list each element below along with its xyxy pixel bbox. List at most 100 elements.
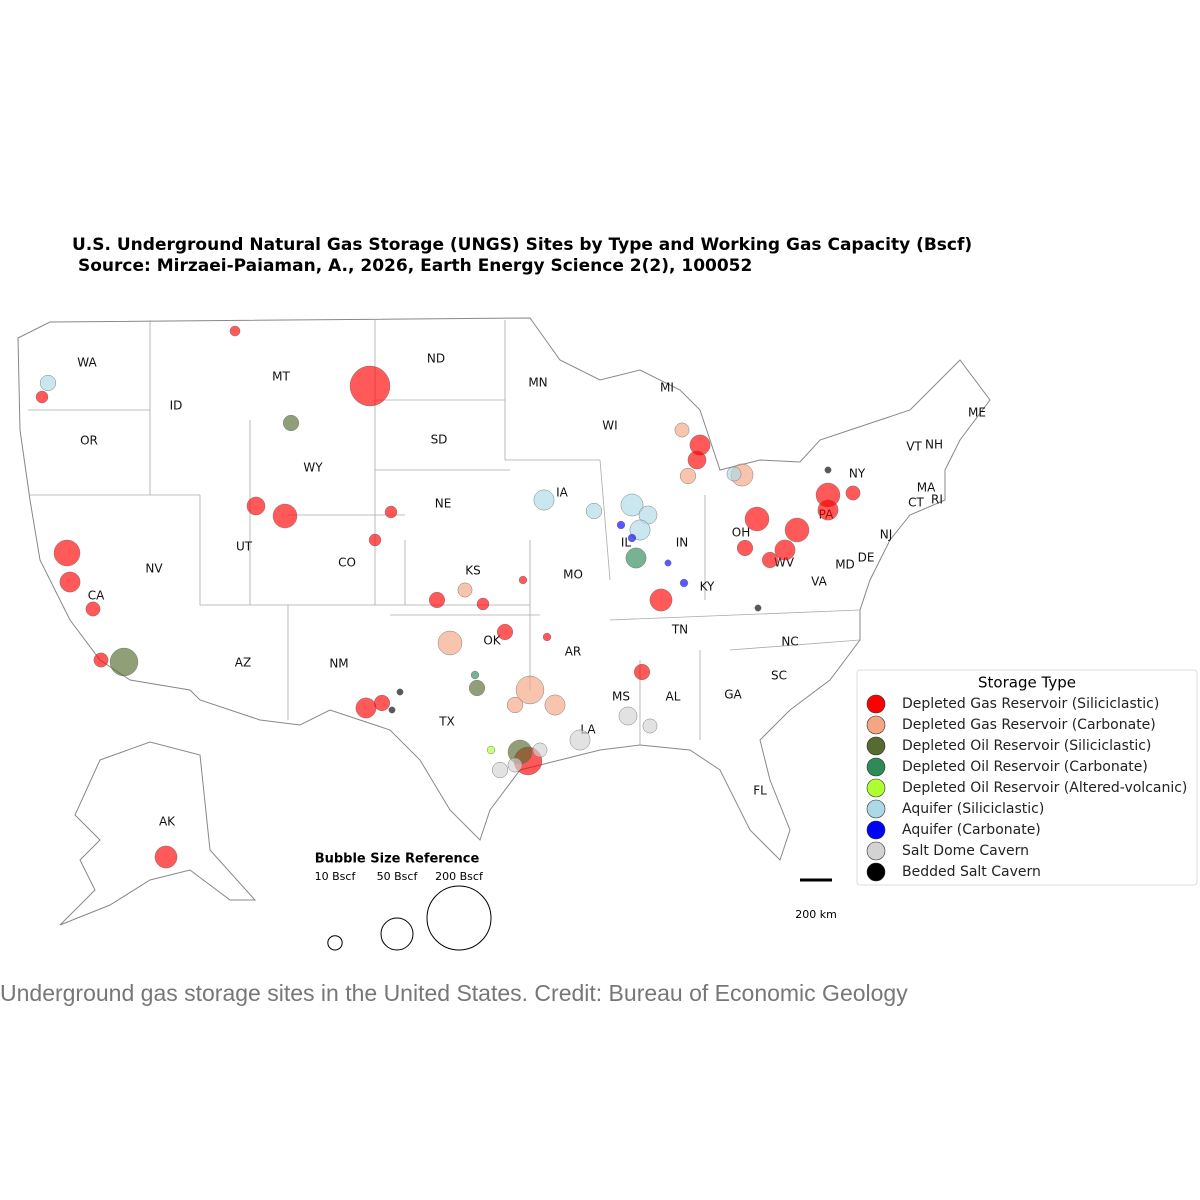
site-bubble	[754, 604, 762, 612]
site-bubble	[85, 601, 101, 617]
legend-marker	[866, 715, 886, 735]
site-bubble	[282, 414, 300, 432]
state-label: NJ	[880, 528, 893, 542]
site-bubble	[355, 697, 377, 719]
state-label: WI	[602, 419, 617, 433]
state-label: VT	[906, 440, 922, 454]
site-bubble	[736, 539, 754, 557]
site-bubble	[109, 647, 139, 677]
site-bubble	[507, 757, 523, 773]
state-label: ME	[968, 406, 986, 420]
site-bubble	[533, 489, 555, 511]
site-bubble	[664, 559, 672, 567]
state-label: VA	[811, 575, 827, 589]
site-bubble	[396, 688, 404, 696]
state-label: NV	[145, 562, 163, 576]
site-bubble	[154, 845, 178, 869]
site-bubble	[620, 493, 644, 517]
bubble-ref-label: 10 Bscf	[315, 870, 357, 883]
site-bubble	[496, 623, 514, 641]
site-bubble	[349, 365, 391, 407]
site-bubble	[774, 539, 796, 561]
site-bubble	[625, 547, 647, 569]
site-bubble	[744, 506, 770, 532]
state-label: MN	[528, 376, 547, 390]
state-label: NC	[781, 635, 798, 649]
legend-marker	[866, 757, 886, 777]
state-label: CO	[338, 556, 356, 570]
state-label: AR	[565, 645, 582, 659]
legend-label: Depleted Oil Reservoir (Carbonate)	[902, 759, 1148, 775]
site-bubble	[616, 520, 626, 530]
site-bubble	[687, 450, 707, 470]
legend-box	[856, 669, 1198, 886]
site-bubble	[39, 374, 57, 392]
site-bubble	[491, 761, 509, 779]
site-bubble	[642, 718, 658, 734]
site-bubble	[544, 694, 566, 716]
state-label: RI	[931, 493, 943, 507]
site-bubble	[585, 502, 603, 520]
legend-label: Depleted Gas Reservoir (Carbonate)	[902, 717, 1156, 733]
bubble-ref-label: 50 Bscf	[377, 870, 419, 883]
site-bubble	[272, 503, 298, 529]
state-label: SD	[431, 433, 448, 447]
site-bubble	[229, 325, 241, 337]
site-bubble	[824, 466, 832, 474]
title: U.S. Underground Natural Gas Storage (UN…	[72, 235, 972, 255]
site-bubble	[515, 675, 545, 705]
site-bubble	[476, 597, 490, 611]
state-label: NM	[329, 657, 348, 671]
legend-label: Depleted Oil Reservoir (Altered-volcanic…	[902, 780, 1187, 796]
site-bubble	[845, 485, 861, 501]
site-bubble	[35, 390, 49, 404]
site-bubble	[817, 499, 839, 521]
state-label: UT	[236, 540, 253, 554]
site-bubble	[627, 533, 637, 543]
site-bubble	[428, 591, 446, 609]
legend-marker	[866, 778, 886, 798]
site-bubble	[437, 630, 463, 656]
state-label: KY	[700, 580, 715, 594]
site-bubble	[518, 575, 528, 585]
legend-title: Storage Type	[978, 674, 1076, 692]
state-label: NE	[435, 497, 452, 511]
site-bubble	[384, 505, 398, 519]
state-label: MO	[563, 568, 583, 582]
site-bubble	[569, 729, 591, 751]
site-bubble	[59, 571, 81, 593]
site-bubble	[629, 519, 651, 541]
site-bubble	[618, 706, 638, 726]
state-label: MS	[612, 690, 630, 704]
legend-label: Aquifer (Carbonate)	[902, 822, 1041, 838]
map: U.S. Underground Natural Gas Storage (UN…	[17, 235, 1198, 951]
state-label: SC	[771, 669, 787, 683]
legend-label: Aquifer (Siliciclastic)	[902, 801, 1044, 817]
site-bubble	[506, 696, 524, 714]
caption: Underground gas storage sites in the Uni…	[0, 980, 908, 1006]
state-label: AL	[666, 690, 681, 704]
site-bubble	[679, 578, 689, 588]
state-label: MA	[917, 481, 936, 495]
state-label: MI	[660, 381, 674, 395]
state-label: FL	[753, 784, 767, 798]
site-bubble	[468, 679, 486, 697]
legend-marker	[866, 799, 886, 819]
site-bubble	[368, 533, 382, 547]
site-bubble	[784, 517, 810, 543]
state-label: OR	[80, 434, 98, 448]
state-label: IN	[676, 536, 689, 550]
state-label: CA	[88, 589, 105, 603]
state-label: TN	[671, 623, 688, 637]
state-label: ID	[170, 399, 183, 413]
site-bubble	[373, 694, 391, 712]
legend-marker	[866, 862, 886, 882]
site-bubble	[246, 496, 266, 516]
state-borders	[28, 320, 861, 745]
state-label: OH	[732, 526, 750, 540]
site-bubble	[542, 632, 552, 642]
site-bubble	[679, 467, 697, 485]
bubble-ref-title: Bubble Size Reference	[315, 852, 480, 867]
state-label: WA	[77, 356, 97, 370]
